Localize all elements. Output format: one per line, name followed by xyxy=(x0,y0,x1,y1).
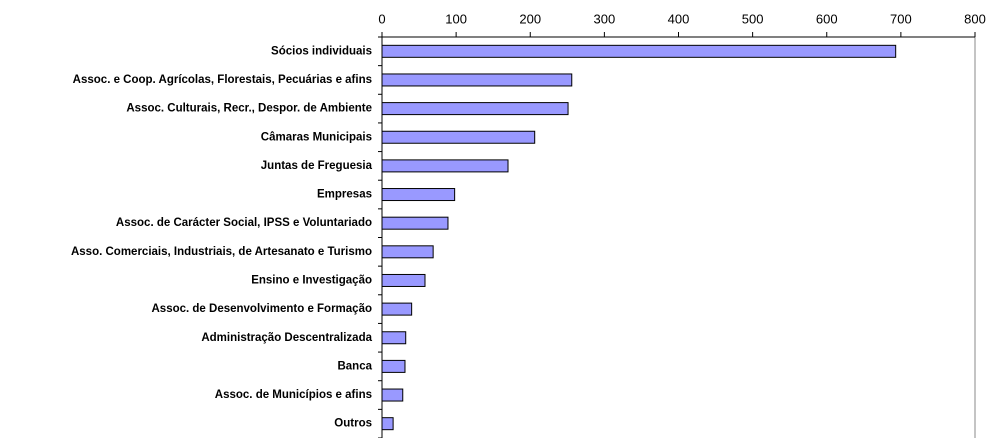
y-tick-label: Asso. Comerciais, Industriais, de Artesa… xyxy=(71,246,372,258)
y-tick-label: Juntas de Freguesia xyxy=(261,160,373,172)
x-tick-label: 300 xyxy=(594,11,616,26)
bar xyxy=(381,302,413,316)
bar xyxy=(381,44,897,58)
y-tick-label: Assoc. de Municípios e afins xyxy=(215,389,372,401)
x-tick-label: 0 xyxy=(378,11,385,26)
x-tick-label: 800 xyxy=(964,11,986,26)
x-tick-label: 500 xyxy=(742,11,764,26)
y-tick-label: Outros xyxy=(334,418,372,430)
y-tick-label: Sócios individuais xyxy=(271,45,372,57)
y-tick-label: Banca xyxy=(337,360,372,372)
x-tick-label: 200 xyxy=(519,11,541,26)
y-tick-label: Empresas xyxy=(317,189,372,201)
bar xyxy=(381,273,426,287)
bar xyxy=(381,102,569,116)
x-tick-label: 600 xyxy=(816,11,838,26)
bar xyxy=(381,73,573,87)
y-tick-label: Ensino e Investigação xyxy=(251,274,372,286)
bar xyxy=(381,159,509,173)
bar xyxy=(381,417,394,431)
y-tick-label: Assoc. Culturais, Recr., Despor. de Ambi… xyxy=(126,103,372,115)
bar xyxy=(381,188,456,202)
y-tick-label: Assoc. e Coop. Agrícolas, Florestais, Pe… xyxy=(73,74,372,86)
bar xyxy=(381,245,434,259)
bar xyxy=(381,216,449,230)
bar xyxy=(381,331,407,345)
y-tick-label: Assoc. de Carácter Social, IPSS e Volunt… xyxy=(116,217,372,229)
bar xyxy=(381,130,536,144)
y-tick-label: Câmaras Municipais xyxy=(261,131,372,143)
bar xyxy=(381,359,406,373)
bar xyxy=(381,388,404,402)
x-tick-label: 400 xyxy=(668,11,690,26)
y-tick-label: Assoc. de Desenvolvimento e Formação xyxy=(152,303,373,315)
y-tick-label: Administração Descentralizada xyxy=(201,332,372,344)
x-tick-label: 100 xyxy=(445,11,467,26)
x-tick-label: 700 xyxy=(890,11,912,26)
